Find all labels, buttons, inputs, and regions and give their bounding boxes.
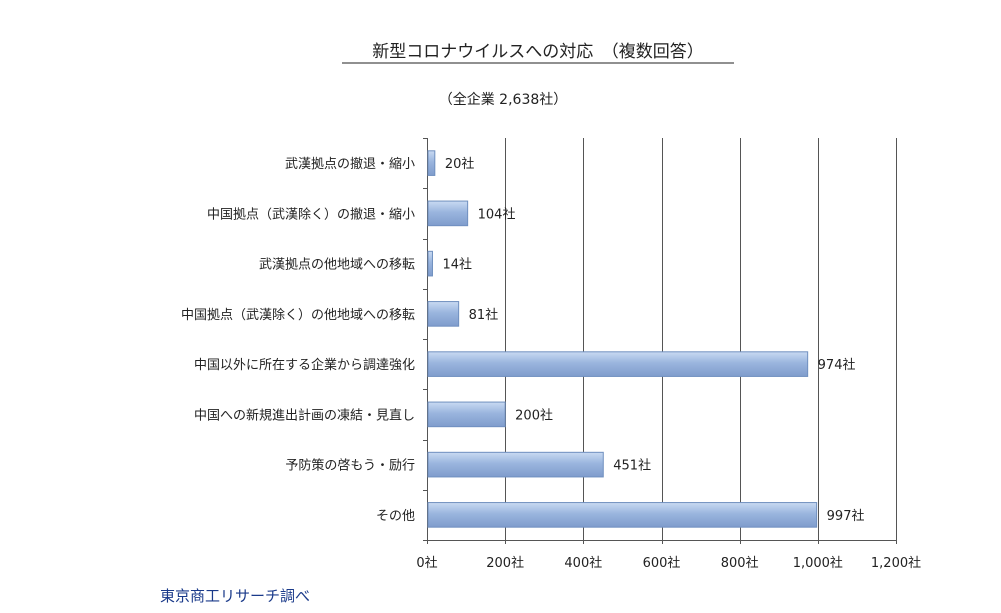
bar bbox=[427, 502, 818, 528]
bar bbox=[427, 301, 460, 327]
tick-layer: 0社 200社 400社 600社 800社 1,000社 1,200社 bbox=[416, 555, 921, 571]
bar bbox=[427, 351, 809, 377]
source-note: 東京商工リサーチ調べ bbox=[160, 587, 310, 605]
x-tick-label: 200社 bbox=[486, 555, 524, 571]
x-tick-label: 400社 bbox=[564, 555, 602, 571]
data-label: 104社 bbox=[478, 206, 516, 222]
x-tick-label: 1,200社 bbox=[871, 555, 921, 571]
data-label: 974社 bbox=[818, 357, 856, 373]
data-label: 200社 bbox=[515, 407, 553, 423]
x-tick-label: 600社 bbox=[643, 555, 681, 571]
data-label: 997社 bbox=[827, 508, 865, 524]
category-label: 中国以外に所在する企業から調達強化 bbox=[194, 357, 415, 373]
chart-subtitle: （全企業 2,638社） bbox=[439, 91, 568, 108]
bar-layer bbox=[427, 150, 818, 528]
data-label: 81社 bbox=[469, 307, 499, 323]
category-label: その他 bbox=[376, 509, 415, 524]
category-label: 予防策の啓もう・励行 bbox=[285, 458, 415, 474]
category-label: 武漢拠点の撤退・縮小 bbox=[285, 156, 415, 172]
category-label: 中国への新規進出計画の凍結・見直し bbox=[194, 407, 415, 423]
category-label: 中国拠点（武漢除く）の他地域への移転 bbox=[181, 308, 415, 323]
chart-title: 新型コロナウイルスへの対応 （複数回答） bbox=[372, 42, 704, 62]
category-label: 中国拠点（武漢除く）の撤退・縮小 bbox=[207, 206, 415, 222]
x-tick-label: 0社 bbox=[416, 555, 437, 571]
data-label: 451社 bbox=[613, 458, 651, 474]
bar bbox=[427, 250, 433, 277]
data-label: 14社 bbox=[442, 257, 472, 273]
grid-layer bbox=[423, 138, 897, 544]
bar bbox=[427, 200, 469, 227]
category-label: 武漢拠点の他地域への移転 bbox=[259, 258, 415, 273]
x-tick-label: 800社 bbox=[721, 555, 759, 571]
data-label: 20社 bbox=[445, 156, 475, 172]
bar bbox=[427, 451, 604, 478]
bar bbox=[427, 401, 506, 428]
x-tick-label: 1,000社 bbox=[793, 555, 843, 571]
bar bbox=[427, 150, 436, 176]
